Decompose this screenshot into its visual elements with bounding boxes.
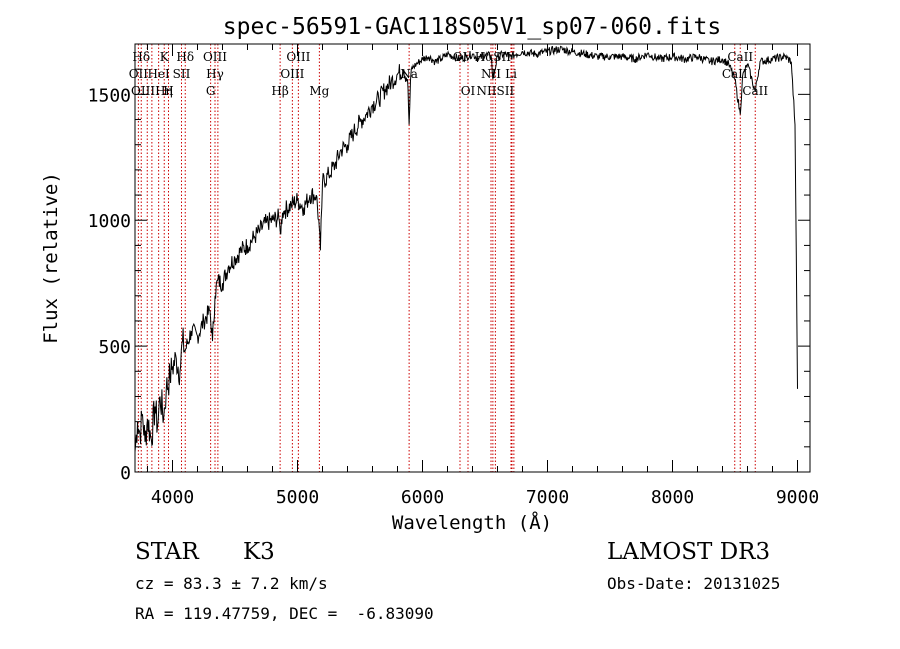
line-label: Mg (309, 84, 329, 98)
line-label: G (206, 84, 216, 98)
line-label: Hδ (176, 50, 194, 64)
x-tick-label: 8000 (651, 487, 694, 508)
x-tick-label: 5000 (276, 487, 319, 508)
x-axis-label: Wavelength (Å) (392, 511, 552, 534)
line-label: HeI (147, 67, 170, 81)
spectral-line-markers (137, 44, 756, 472)
line-label: Hδ (132, 50, 150, 64)
redshift-velocity: cz = 83.3 ± 7.2 km/s (135, 574, 328, 593)
line-label: Li (505, 67, 517, 81)
axes: 4000 5000 6000 7000 8000 9000 0 500 1000 1500 (88, 43, 819, 508)
plot-frame (134, 43, 811, 473)
spectrum-line (134, 45, 798, 452)
x-tick-label: 7000 (526, 487, 569, 508)
observation-date: Obs-Date: 20131025 (607, 574, 781, 593)
spectrum-series (134, 45, 798, 452)
survey-name: LAMOST DR3 (607, 539, 771, 565)
line-label: Na (400, 67, 418, 81)
line-label: OIII (280, 67, 304, 81)
y-axis-label: Flux (relative) (40, 172, 62, 344)
y-tick-label: 0 (120, 463, 131, 484)
y-tick-label: 1500 (88, 85, 131, 106)
line-label: Hγ (206, 67, 224, 81)
line-label: OI (461, 84, 476, 98)
y-tick-label: 1000 (88, 211, 131, 232)
x-tick-label: 4000 (151, 487, 194, 508)
line-label: NIISII (477, 84, 515, 98)
line-label: OI (453, 50, 468, 64)
x-tick-label: 6000 (401, 487, 444, 508)
line-label: H (163, 84, 173, 98)
object-class: STAR (135, 539, 199, 565)
line-label: CaII (727, 50, 753, 64)
line-label: K (160, 50, 170, 64)
spectral-line-labels: Hδ K Hδ OIII OIII OI HαSII CaII OII HeI SII Hγ OIII N… (129, 50, 769, 98)
line-label: HαSII (475, 50, 512, 64)
chart-title: spec-56591-GAC118S05V1_sp07-060.fits (223, 14, 722, 40)
line-label: CaII (742, 84, 768, 98)
line-label: CaII (722, 67, 748, 81)
y-tick-label: 500 (98, 337, 131, 358)
line-label: Hβ (271, 84, 288, 98)
line-label: OII (129, 67, 149, 81)
line-label: OIII (203, 50, 227, 64)
line-label: OIII (286, 50, 310, 64)
object-subclass: K3 (243, 539, 275, 565)
x-tick-label: 9000 (776, 487, 819, 508)
line-label: NII (481, 67, 501, 81)
line-label: SII (173, 67, 191, 81)
coordinates: RA = 119.47759, DEC = -6.83090 (135, 604, 434, 623)
